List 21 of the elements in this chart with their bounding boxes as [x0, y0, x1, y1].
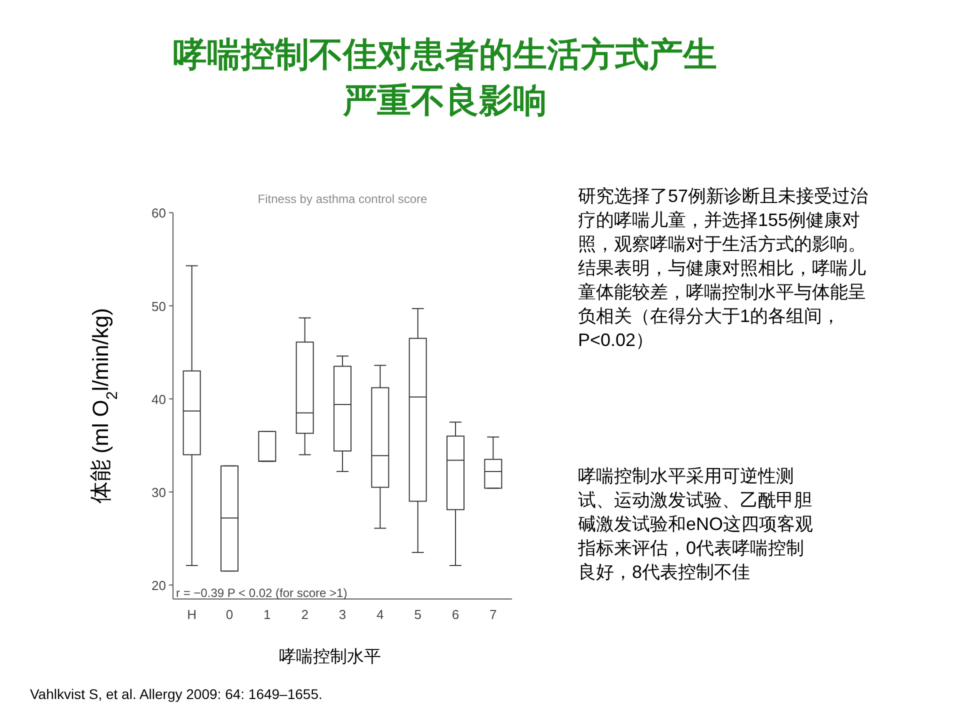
x-tick-label: 7: [490, 607, 497, 622]
x-tick-label: 3: [338, 607, 346, 622]
x-tick-label: 2: [301, 607, 308, 622]
x-tick-label: 4: [376, 607, 384, 622]
y-tick-label: 20: [152, 578, 166, 594]
x-axis-title: 哮喘控制水平: [279, 647, 381, 666]
y-tick-label: 30: [152, 484, 166, 500]
x-tick-label: 5: [414, 607, 422, 622]
annotation: r = −0.39 P < 0.02 (for score >1): [176, 586, 348, 600]
x-tick-label: 0: [226, 607, 234, 622]
chart-title: 哮喘控制不佳对患者的生活方式产生严重不良影响: [172, 35, 718, 122]
x-tick-label: H: [187, 607, 197, 622]
x-tick-label: 1: [264, 607, 271, 622]
text: 哮喘控制水平采用可逆性测试、运动激发试验、乙酰甲胆碱激发试验和eNO这四项客观指标来评估，0代表哮喘控制良好，8代表控制不佳: [578, 465, 814, 584]
x-tick-label: 6: [452, 607, 460, 622]
y-tick-label: 40: [152, 392, 166, 407]
text: Vahlkvist S, et al. Allergy 2009: 64: 1649–1655.: [30, 685, 322, 704]
y-tick-label: 50: [152, 298, 166, 314]
chart-subtitle: Fitness by asthma control score: [258, 192, 428, 206]
text: 研究选择了57例新诊断且未接受过治疗的哮喘儿童，并选择155例健康对照，观察哮喘对于生活方式的影响。结果表明，与健康对照相比，哮喘儿童体能较差，哮喘控制水平与体能呈负相关（在得分大于1的各组间，P<0.02）: [578, 185, 870, 352]
y-tick-label: 60: [152, 206, 166, 221]
